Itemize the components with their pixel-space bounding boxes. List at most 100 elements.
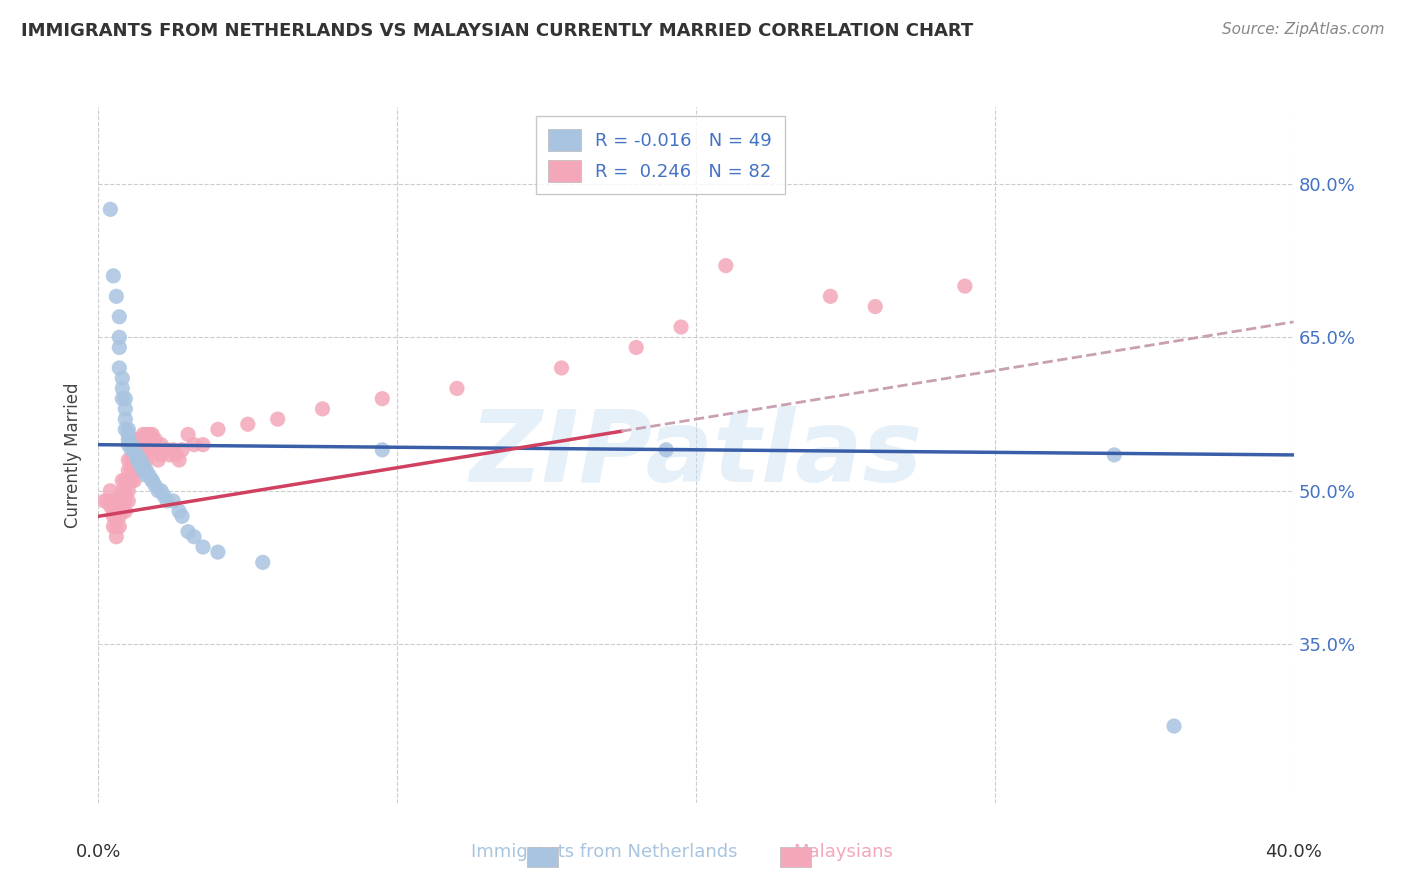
Point bbox=[141, 427, 163, 442]
Point bbox=[100, 483, 122, 498]
Point bbox=[120, 463, 142, 477]
Point bbox=[153, 442, 176, 457]
Point bbox=[129, 442, 152, 457]
Point bbox=[96, 494, 118, 508]
Point bbox=[183, 530, 205, 544]
Point bbox=[191, 540, 214, 554]
Point bbox=[143, 478, 166, 492]
Point bbox=[127, 442, 149, 457]
Point bbox=[167, 453, 190, 467]
Point bbox=[311, 401, 333, 416]
Point bbox=[132, 458, 155, 472]
Point bbox=[177, 524, 200, 539]
Point bbox=[111, 381, 134, 395]
Point bbox=[117, 433, 139, 447]
Point bbox=[207, 422, 229, 436]
Point bbox=[371, 442, 394, 457]
Point bbox=[1163, 719, 1185, 733]
Point bbox=[111, 494, 134, 508]
Point bbox=[111, 483, 134, 498]
Point bbox=[117, 427, 139, 442]
Point bbox=[550, 361, 572, 376]
Point bbox=[120, 442, 142, 457]
Point bbox=[669, 320, 692, 334]
Point bbox=[172, 509, 194, 524]
Point bbox=[172, 442, 194, 457]
Point bbox=[148, 442, 170, 457]
Point bbox=[117, 422, 139, 436]
Point bbox=[108, 504, 131, 518]
Point bbox=[162, 494, 184, 508]
Point bbox=[105, 509, 128, 524]
Text: IMMIGRANTS FROM NETHERLANDS VS MALAYSIAN CURRENTLY MARRIED CORRELATION CHART: IMMIGRANTS FROM NETHERLANDS VS MALAYSIAN… bbox=[21, 22, 973, 40]
Point bbox=[156, 442, 179, 457]
Point bbox=[132, 427, 155, 442]
Point bbox=[127, 433, 149, 447]
Point bbox=[114, 504, 136, 518]
Point bbox=[1104, 448, 1126, 462]
Point bbox=[114, 392, 136, 406]
Point bbox=[714, 259, 737, 273]
Point bbox=[120, 474, 142, 488]
Point bbox=[114, 483, 136, 498]
Text: 40.0%: 40.0% bbox=[1265, 843, 1322, 861]
Point bbox=[108, 341, 131, 355]
Point bbox=[117, 453, 139, 467]
Point bbox=[143, 433, 166, 447]
Point bbox=[267, 412, 290, 426]
Point bbox=[138, 427, 160, 442]
Point bbox=[162, 442, 184, 457]
Point bbox=[127, 453, 149, 467]
Point bbox=[111, 371, 134, 385]
Point bbox=[120, 453, 142, 467]
Point bbox=[105, 289, 128, 303]
Point bbox=[105, 504, 128, 518]
Point bbox=[105, 519, 128, 533]
Text: Source: ZipAtlas.com: Source: ZipAtlas.com bbox=[1222, 22, 1385, 37]
Legend: R = -0.016   N = 49, R =  0.246   N = 82: R = -0.016 N = 49, R = 0.246 N = 82 bbox=[536, 116, 785, 194]
Point bbox=[177, 427, 200, 442]
Point bbox=[156, 494, 179, 508]
Point bbox=[141, 474, 163, 488]
Point bbox=[117, 474, 139, 488]
Point bbox=[105, 494, 128, 508]
Point bbox=[124, 442, 146, 457]
Point bbox=[114, 412, 136, 426]
Point bbox=[132, 463, 155, 477]
Point bbox=[132, 458, 155, 472]
Point bbox=[129, 453, 152, 467]
Point bbox=[129, 433, 152, 447]
Point bbox=[135, 453, 157, 467]
Point bbox=[153, 489, 176, 503]
Point bbox=[114, 401, 136, 416]
Point bbox=[865, 300, 887, 314]
Point bbox=[371, 392, 394, 406]
Point bbox=[127, 463, 149, 477]
Point bbox=[148, 483, 170, 498]
Point bbox=[114, 474, 136, 488]
Point bbox=[124, 474, 146, 488]
Text: Immigrants from Netherlands: Immigrants from Netherlands bbox=[471, 843, 738, 861]
Point bbox=[105, 530, 128, 544]
Point bbox=[820, 289, 842, 303]
Point bbox=[165, 448, 187, 462]
Point bbox=[141, 474, 163, 488]
Point bbox=[626, 341, 648, 355]
Point bbox=[108, 519, 131, 533]
Point bbox=[236, 417, 259, 432]
Point bbox=[108, 509, 131, 524]
Point bbox=[117, 494, 139, 508]
Point bbox=[114, 422, 136, 436]
Point bbox=[108, 310, 131, 324]
Point bbox=[124, 453, 146, 467]
Point bbox=[108, 494, 131, 508]
Point bbox=[138, 468, 160, 483]
Text: Malaysians: Malaysians bbox=[793, 843, 894, 861]
Point bbox=[111, 474, 134, 488]
Point bbox=[183, 438, 205, 452]
Point bbox=[141, 438, 163, 452]
Text: ZIPatlas: ZIPatlas bbox=[470, 407, 922, 503]
Point bbox=[93, 494, 115, 508]
Point bbox=[446, 381, 468, 395]
Point bbox=[103, 268, 125, 283]
